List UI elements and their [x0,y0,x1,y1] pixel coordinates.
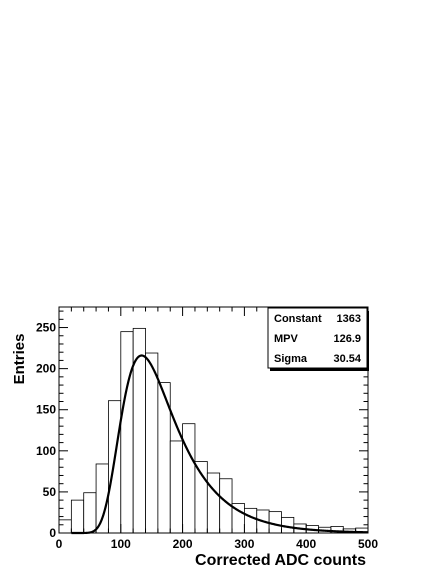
x-tick-label: 0 [56,537,63,551]
histogram-bar [169,440,184,534]
x-tick-label: 400 [296,537,316,551]
histogram-bar [182,423,196,534]
histogram-bar [132,327,146,534]
histogram-bar [83,492,97,534]
histogram-bar [120,331,134,534]
stats-mpv-label: MPV [274,333,299,345]
histogram-bar [145,352,159,534]
histogram-bar [58,519,72,534]
fit-stats-box: Constant 1363 MPV 126.9 Sigma 30.54 [267,307,369,371]
stats-mpv-value: 126.9 [333,333,361,345]
histogram-bar [206,472,221,534]
x-tick-label: 200 [173,537,193,551]
x-axis-label: Corrected ADC counts [195,552,366,569]
stats-constant-label: Constant [274,313,322,325]
y-tick-label: 100 [36,444,56,458]
histogram-bar [268,511,282,534]
histogram-bar [243,507,258,534]
stats-sigma-label: Sigma [274,353,308,365]
y-tick-labels: 0 50 100 150 200 250 [36,321,56,540]
y-tick-label: 250 [36,321,56,335]
x-tick-label: 500 [358,537,378,551]
histogram-bar [70,499,85,534]
y-tick-label: 50 [43,485,57,499]
stats-sigma-value: 30.54 [333,353,361,365]
x-tick-label: 300 [234,537,254,551]
stats-constant-value: 1363 [337,313,361,325]
histogram-bar [108,400,122,534]
y-tick-label: 150 [36,403,56,417]
y-axis-label: Entries [11,334,28,385]
x-tick-labels: 0 100 200 300 400 500 [56,537,379,551]
y-tick-label: 200 [36,362,56,376]
plot-frame [58,306,369,534]
stats-box-panel [267,307,368,369]
y-tick-label: 0 [49,526,56,540]
x-tick-label: 100 [111,537,131,551]
